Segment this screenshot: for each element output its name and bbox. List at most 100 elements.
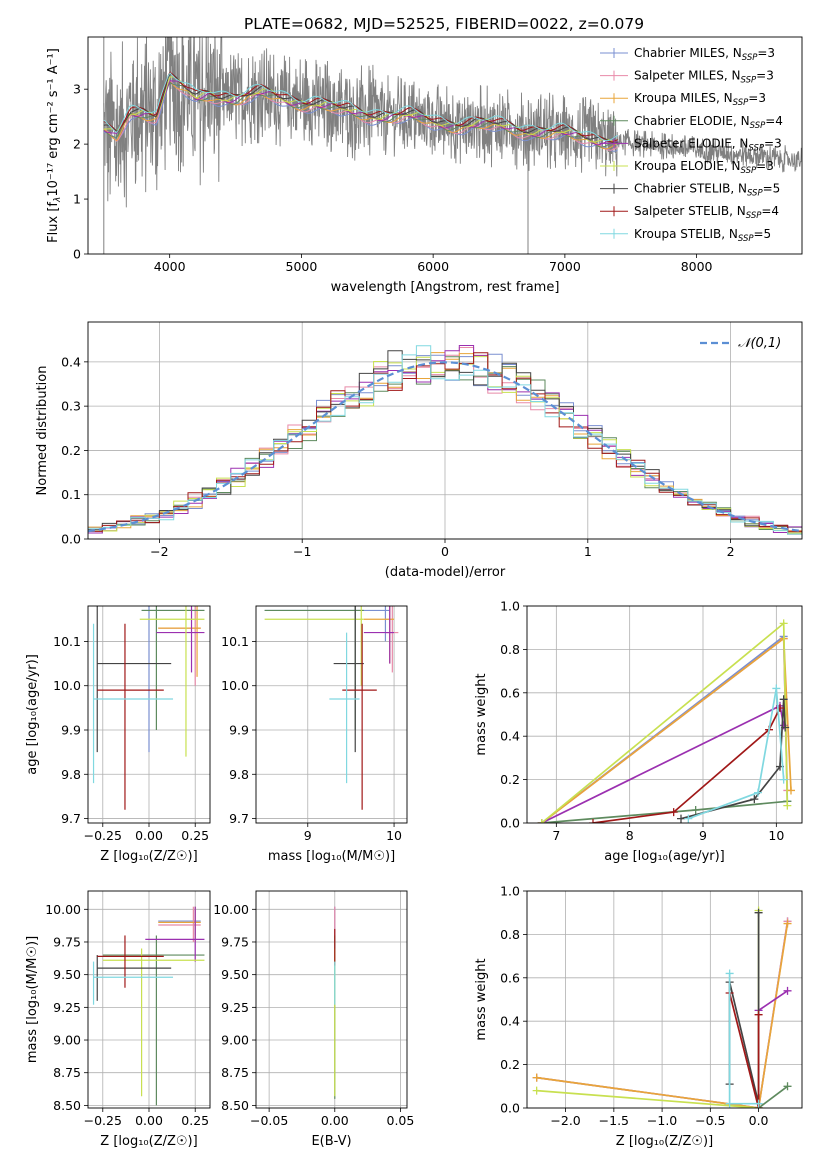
plot-area [92,606,205,810]
y-tick-label: 0.0 [61,532,81,547]
y-tick-label: 0.0 [500,816,520,831]
mass-weight-marker [750,795,759,804]
y-tick-label: 9.9 [61,723,81,738]
errorbar-point [139,606,205,757]
y-tick-label: 1.0 [500,599,520,614]
mass-weight-line [688,688,785,820]
mass-weight-marker [725,1099,734,1108]
model-spectrum-line [103,72,618,142]
errorbar-point [385,606,399,673]
x-tick-label: 0 [441,544,449,559]
mass-weight-marker [779,695,788,704]
y-tick-label: 10.00 [213,902,249,917]
x-tick-label: −2 [150,544,168,559]
mass-weight-marker [772,684,781,693]
y-axis-label: age [log₁₀(age/yr)] [25,654,40,775]
legend: Chabrier MILES, NSSP=3 Salpeter MILES, NS… [600,46,783,244]
errorbar-point [264,606,364,686]
y-tick-label: 9.8 [229,767,249,782]
y-tick-label: 0.8 [500,927,520,942]
x-tick-label: 0.00 [135,1113,163,1128]
panel-age-vs-z: −0.25 0.00 0.25 9.7 9.8 9.9 10.0 10.1 Z [log₁₀(Z… [25,605,211,864]
errorbar-point [102,948,205,1097]
y-tick-label: 8.50 [53,1098,81,1113]
x-tick-label: −0.25 [84,828,122,843]
x-tick-label: 4000 [154,259,186,274]
axes-frame [87,36,803,255]
x-tick-label: −1.5 [599,1113,629,1128]
mass-weight-marker [783,986,792,995]
x-tick-label: −2.0 [550,1113,580,1128]
errorbar-point [97,935,164,988]
figure-title: PLATE=0682, MJD=52525, FIBERID=0022, z=0… [244,15,644,33]
y-axis-label: mass [log₁₀(M/M☉)] [25,936,40,1063]
legend-label: Chabrier ELODIE, NSSP=4 [634,114,783,131]
y-axis-label: Flux [fλ10⁻¹⁷ erg cm⁻² s⁻¹ A⁻¹] [46,48,63,243]
x-tick-label: −0.5 [695,1113,725,1128]
errorbar-point [158,906,201,942]
errorbar-point [97,623,164,810]
panel-spectrum: 4000 5000 6000 7000 8000 0 1 2 3 wavelength [Angs… [46,36,803,295]
mass-weight-marker [787,786,795,795]
x-tick-label: −1 [293,544,311,559]
x-axis-label: (data-model)/error [385,565,506,580]
model-spectrum-line [103,72,618,144]
x-tick-label: 7000 [549,259,581,274]
errorbar-point [158,906,201,942]
y-tick-label: 9.9 [229,723,249,738]
y-tick-label: 9.7 [229,811,249,826]
x-tick-label: 2 [727,544,735,559]
legend-label: Kroupa MILES, NSSP=3 [634,91,766,108]
y-tick-label: 0.4 [61,354,81,369]
errorbar-point [158,906,201,936]
x-tick-label: 8000 [681,259,713,274]
y-tick-label: 3 [73,82,81,97]
mass-weight-line [592,707,781,823]
x-tick-label: 10 [768,828,784,843]
y-tick-label: 0.2 [61,443,81,458]
errorbar-point [342,623,377,810]
x-axis-label: Z [log₁₀(Z/Z☉)] [100,1134,197,1149]
y-tick-label: 9.25 [53,1000,81,1015]
x-tick-label: 0.05 [387,1113,415,1128]
y-tick-label: 9.00 [53,1033,81,1048]
mass-weight-marker [532,1073,541,1082]
y-tick-label: 2 [73,137,81,152]
panel-mass-vs-ebv: −0.05 0.00 0.05 8.50 8.75 9.00 9.25 9.50 9.75 10.… [213,890,415,1149]
x-tick-label: 0.25 [181,1113,209,1128]
legend-label: Chabrier STELIB, NSSP=5 [634,182,780,199]
y-tick-label: 9.7 [61,811,81,826]
mass-weight-line [541,621,789,823]
y-tick-label: 0.0 [500,1101,520,1116]
errorbar-point [145,906,205,962]
mass-weight-marker [754,1010,763,1019]
legend-label: Salpeter STELIB, NSSP=4 [634,204,779,221]
x-tick-label: 0.0 [749,1113,769,1128]
x-axis-label: Z [log₁₀(Z/Z☉)] [100,849,197,864]
y-tick-label: 0.4 [500,1014,520,1029]
mass-weight-marker [669,808,678,817]
x-tick-label: 5000 [286,259,318,274]
mass-weight-line [728,992,760,1108]
errorbar-point [264,606,390,642]
legend-label: Chabrier MILES, NSSP=3 [634,46,775,63]
mass-weight-marker [589,819,597,823]
panel-age-vs-mass: 9 10 9.7 9.8 9.9 10.0 10.1 mass [log₁₀(M/M☉)] [221,605,408,864]
y-tick-label: 0.4 [500,729,520,744]
mass-weight-marker [532,1086,541,1095]
mass-weight-line [536,923,789,1108]
observed-spectrum-line [103,37,802,208]
mass-weight-marker [691,805,700,814]
mass-weight-marker [783,1082,792,1091]
x-tick-label: 7 [552,828,560,843]
y-tick-label: 9.75 [221,934,249,949]
mass-weight-line [758,1085,789,1108]
errorbar-point [333,606,364,753]
errorbar-point [363,606,395,664]
y-tick-label: 0.1 [61,487,81,502]
mass-weight-marker [684,814,693,823]
axes-frame [255,605,408,824]
x-tick-label: 6000 [417,259,449,274]
panel-residual-histogram: −2 −1 0 1 2 0.0 0.1 0.2 0.3 0.4 (data-model)/error… [35,321,803,580]
y-tick-label: 8.50 [221,1098,249,1113]
